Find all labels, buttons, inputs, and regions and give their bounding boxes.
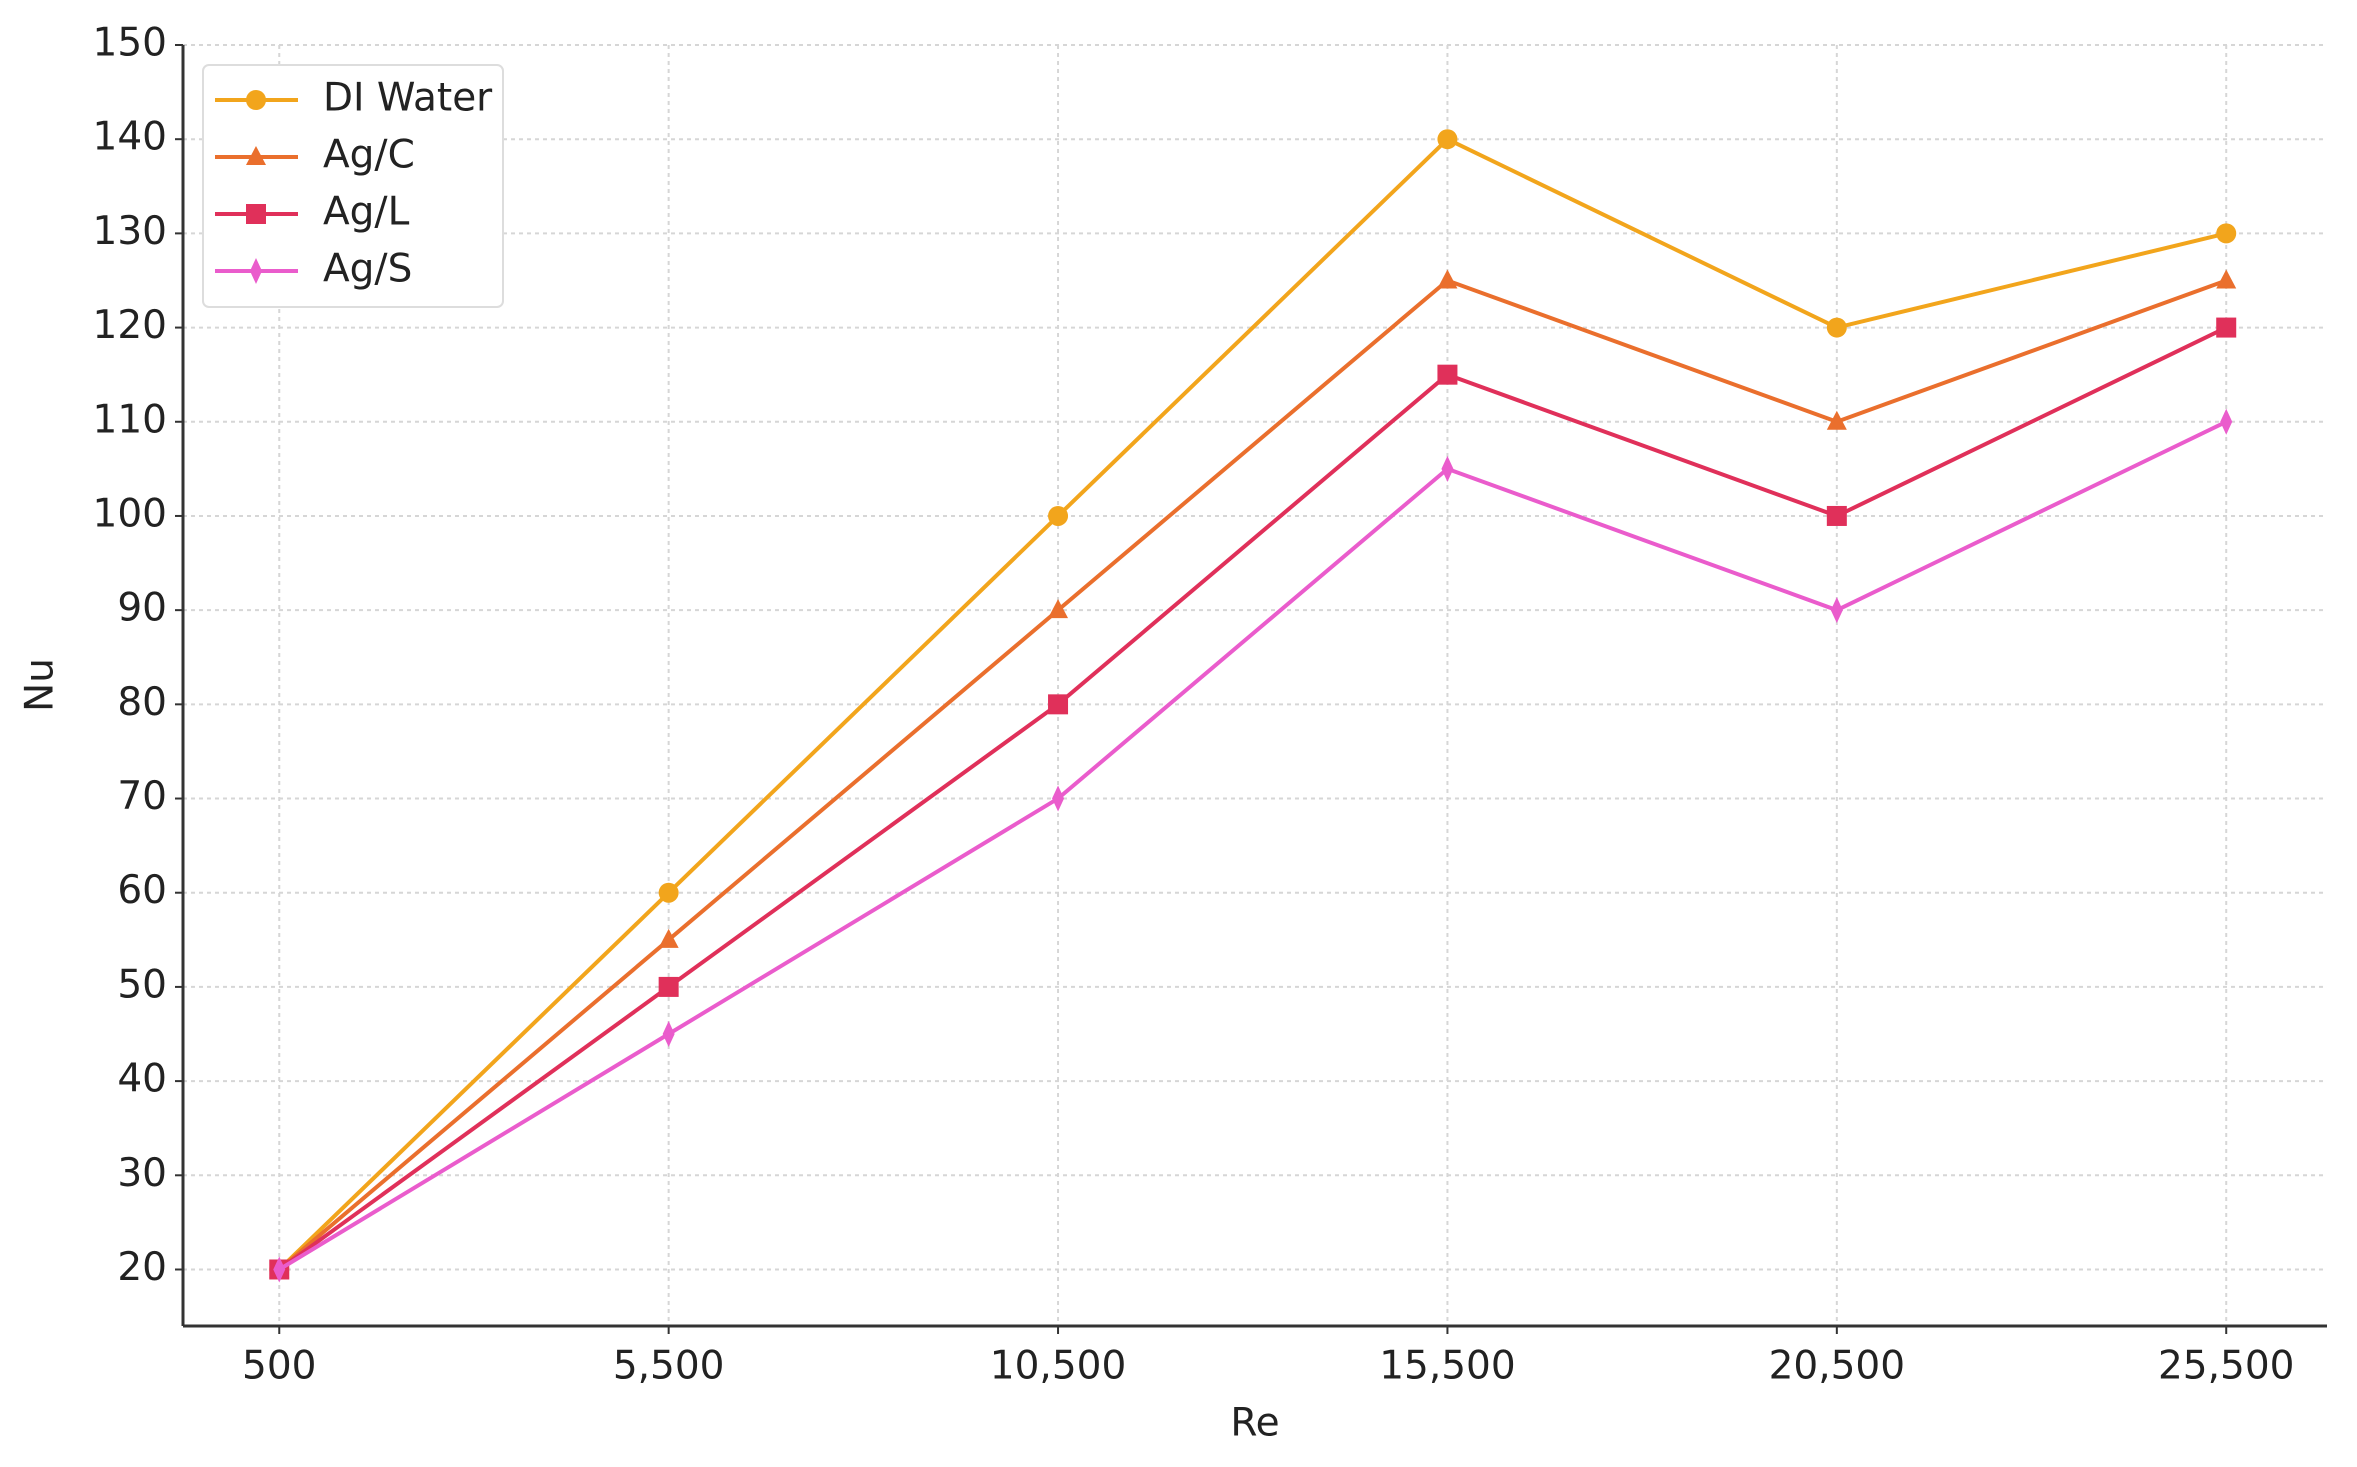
marker [658, 882, 679, 903]
marker [2216, 317, 2237, 338]
y-tick-label: 130 [93, 209, 167, 254]
marker [1441, 455, 1454, 482]
marker [250, 258, 262, 284]
legend-label: Ag/S [323, 247, 412, 292]
y-tick-label: 120 [93, 303, 167, 348]
y-tick-label: 140 [93, 115, 167, 160]
y-tick-label: 150 [93, 21, 167, 66]
marker [1437, 364, 1458, 385]
marker [1826, 505, 1847, 526]
legend: DI Water Ag/C Ag/L Ag/S [202, 64, 504, 308]
series-line [278, 325, 2228, 1272]
y-tick-label: 90 [117, 586, 167, 631]
marker [246, 204, 266, 224]
legend-box [202, 64, 504, 308]
marker [658, 928, 679, 948]
marker [1052, 785, 1065, 812]
y-axis-label: Nu [18, 658, 63, 712]
marker [273, 1256, 286, 1283]
marker [1830, 597, 1843, 624]
y-tick-label: 20 [117, 1245, 167, 1290]
marker [2216, 223, 2237, 244]
y-tick-label: 80 [117, 680, 167, 725]
y-tick-label: 60 [117, 868, 167, 913]
y-tick-label: 40 [117, 1057, 167, 1102]
marker [1437, 269, 1458, 289]
x-tick-label: 10,500 [990, 1344, 1126, 1389]
marker [662, 1021, 675, 1048]
series-line [277, 278, 2227, 1272]
marker [246, 90, 266, 110]
marker [1048, 505, 1069, 526]
x-tick-label: 5,500 [613, 1344, 725, 1389]
x-tick-label: 15,500 [1379, 1344, 1515, 1389]
x-tick-label: 20,500 [1769, 1344, 1905, 1389]
legend-label: DI Water [323, 76, 493, 121]
marker [1048, 599, 1069, 619]
legend-label: Ag/C [323, 133, 415, 178]
y-tick-label: 50 [117, 962, 167, 1007]
series-line [278, 419, 2228, 1272]
x-tick-label: 500 [242, 1344, 316, 1389]
marker [658, 976, 679, 997]
series-line [277, 136, 2227, 1271]
marker [246, 146, 266, 165]
y-tick-label: 100 [93, 491, 167, 536]
marker [1437, 129, 1458, 150]
y-tick-label: 70 [117, 774, 167, 819]
x-axis-label: Re [1230, 1401, 1279, 1446]
marker [2216, 269, 2237, 289]
marker [1826, 410, 1847, 430]
x-tick-label: 25,500 [2158, 1344, 2294, 1389]
marker [1826, 317, 1847, 338]
y-tick-label: 30 [117, 1151, 167, 1196]
y-tick-label: 110 [93, 397, 167, 442]
marker [2220, 408, 2233, 435]
legend-label: Ag/L [323, 190, 410, 235]
marker [1048, 694, 1069, 715]
